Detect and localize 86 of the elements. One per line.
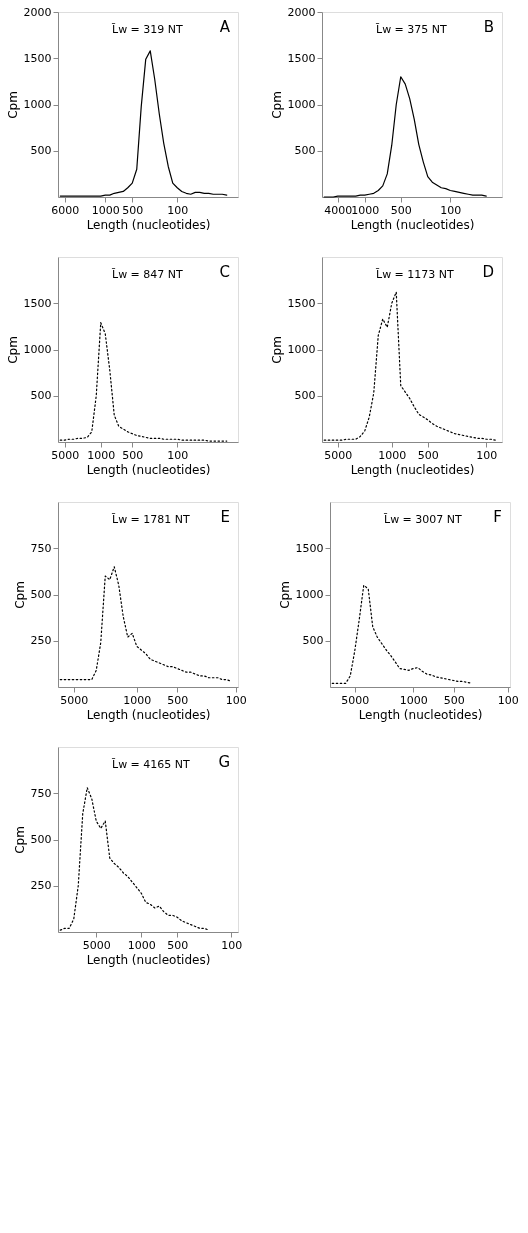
y-axis-title: Cpm <box>5 91 20 119</box>
chart-title: D <box>482 263 494 281</box>
x-tick-label: 500 <box>390 203 412 217</box>
y-axis-title: Cpm <box>269 336 284 364</box>
y-tick-label: 500 <box>30 833 52 846</box>
chart-title: A <box>219 18 231 36</box>
x-tick-label: 100 <box>440 203 462 217</box>
x-tick-label: 500 <box>167 693 189 707</box>
y-tick-label: 500 <box>30 588 52 601</box>
chart-title: B <box>483 18 494 36</box>
x-tick-label: 1000 <box>127 938 156 952</box>
annotation: L̄w = 375 NT <box>375 23 448 36</box>
y-tick-label: 1500 <box>287 296 316 310</box>
x-tick-label: 5000 <box>341 693 370 707</box>
y-tick-label: 1500 <box>295 541 324 555</box>
y-tick-label: 250 <box>30 879 52 893</box>
y-tick-label: 1000 <box>287 98 316 111</box>
x-tick-label: 1000 <box>378 448 407 462</box>
x-tick-label: 100 <box>225 693 247 707</box>
line-series <box>59 566 232 683</box>
x-tick-label: 1000 <box>399 693 428 707</box>
x-tick-label: 500 <box>443 693 465 707</box>
y-tick-label: 2000 <box>287 5 316 19</box>
x-tick-label: 6000 <box>51 203 80 217</box>
y-tick-label: 750 <box>30 786 52 800</box>
chart-title: G <box>218 753 230 771</box>
line-series <box>331 584 473 684</box>
y-axis-title: Cpm <box>269 91 284 119</box>
x-tick-label: 100 <box>167 448 189 462</box>
x-tick-label: 5000 <box>60 693 89 707</box>
annotation: L̄w = 3007 NT <box>383 513 463 526</box>
y-tick-label: 500 <box>302 634 324 648</box>
x-tick-label: 5000 <box>324 448 353 462</box>
x-tick-label: 100 <box>221 938 243 952</box>
y-axis-title: Cpm <box>277 581 292 609</box>
y-axis-title: Cpm <box>5 336 20 364</box>
y-tick-label: 1000 <box>23 98 52 111</box>
y-tick-label: 500 <box>294 389 316 403</box>
x-axis-title: Length (nucleotides) <box>350 217 475 232</box>
chart-title: C <box>219 263 230 281</box>
line-series <box>323 291 496 441</box>
x-tick-label: 500 <box>122 203 144 217</box>
y-tick-label: 2000 <box>23 5 52 19</box>
x-tick-label: 1000 <box>87 448 116 462</box>
x-tick-label: 500 <box>167 938 189 952</box>
annotation: L̄w = 1781 NT <box>111 513 191 526</box>
annotation: L̄w = 1173 NT <box>375 268 455 281</box>
x-tick-label: 5000 <box>82 938 111 952</box>
y-tick-label: 500 <box>294 144 316 158</box>
y-axis-title: Cpm <box>12 581 27 609</box>
x-tick-label: 100 <box>167 203 189 217</box>
y-tick-label: 1000 <box>295 588 324 601</box>
y-tick-label: 250 <box>30 634 52 648</box>
x-axis-title: Length (nucleotides) <box>350 462 475 477</box>
x-tick-label: 4000 <box>324 203 353 217</box>
y-tick-label: 500 <box>30 389 52 403</box>
y-tick-label: 1500 <box>23 296 52 310</box>
y-tick-label: 750 <box>30 541 52 555</box>
x-tick-label: 500 <box>417 448 439 462</box>
chart-title: E <box>220 508 230 526</box>
line-series <box>59 787 210 931</box>
line-series <box>323 76 487 198</box>
line-series <box>59 322 228 442</box>
x-tick-label: 1000 <box>91 203 120 217</box>
x-axis-title: Length (nucleotides) <box>86 707 211 722</box>
y-tick-label: 1000 <box>287 343 316 356</box>
x-axis-title: Length (nucleotides) <box>86 952 211 967</box>
x-tick-label: 100 <box>476 448 498 462</box>
line-series <box>59 50 228 197</box>
x-tick-label: 100 <box>497 693 519 707</box>
y-tick-label: 1500 <box>23 51 52 65</box>
x-tick-label: 500 <box>122 448 144 462</box>
annotation: L̄w = 4165 NT <box>111 758 191 771</box>
x-axis-title: Length (nucleotides) <box>86 217 211 232</box>
chart-title: F <box>493 508 502 526</box>
x-axis-title: Length (nucleotides) <box>358 707 483 722</box>
y-tick-label: 1000 <box>23 343 52 356</box>
y-axis-title: Cpm <box>12 826 27 854</box>
y-tick-label: 500 <box>30 144 52 158</box>
x-axis-title: Length (nucleotides) <box>86 462 211 477</box>
y-tick-label: 1500 <box>287 51 316 65</box>
annotation: L̄w = 319 NT <box>111 23 184 36</box>
annotation: L̄w = 847 NT <box>111 268 184 281</box>
x-tick-label: 5000 <box>51 448 80 462</box>
x-tick-label: 1000 <box>351 203 380 217</box>
x-tick-label: 1000 <box>123 693 152 707</box>
